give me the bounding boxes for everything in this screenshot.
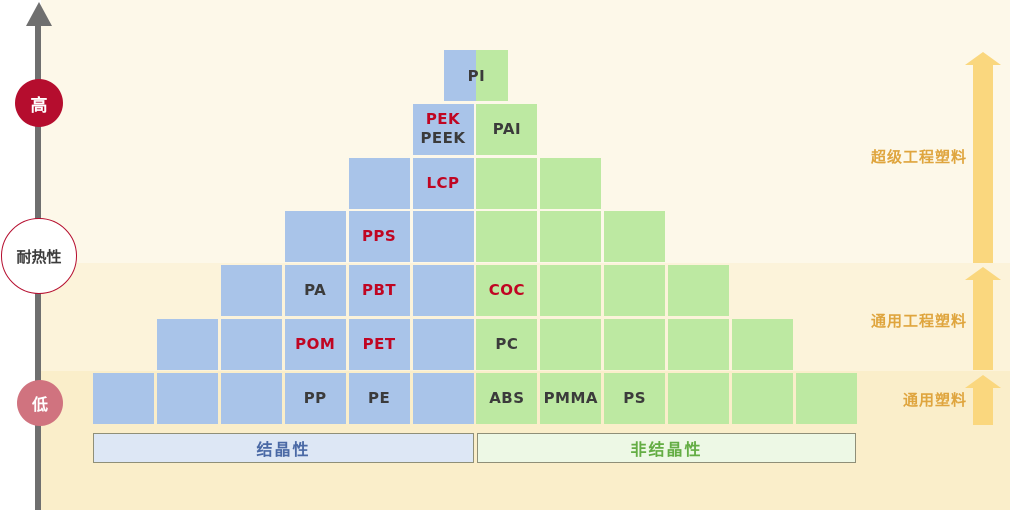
block: [93, 372, 154, 424]
block: [412, 319, 474, 371]
tier-arrow-general-engineering-icon: [965, 267, 1001, 370]
block: [444, 50, 477, 101]
block-label: PS: [623, 388, 647, 407]
block-label: COC: [488, 281, 526, 300]
block-pmma: PMMA: [540, 372, 602, 424]
block: [795, 372, 857, 424]
block: [348, 157, 410, 209]
tier-label-general-engineering: 通用工程塑料: [870, 312, 967, 330]
arrow-head-icon: [965, 267, 1001, 280]
block: [476, 157, 538, 209]
block-label: PET: [362, 335, 396, 354]
block-label: PMMA: [543, 388, 599, 407]
tier-label-super-engineering: 超级工程塑料: [870, 148, 967, 166]
block-label: LCP: [426, 173, 460, 192]
block-pps: PPS: [348, 211, 410, 263]
block: [604, 211, 666, 263]
block-label: POM: [295, 335, 336, 354]
arrow-bar: [973, 388, 993, 425]
block-label: PE: [367, 388, 391, 407]
block-pet: PET: [348, 319, 410, 371]
block-label: PBT: [362, 281, 397, 300]
axis-high-badge: 高: [15, 79, 63, 127]
amorphous-bar: 非结晶性: [477, 433, 856, 463]
block-abs: ABS: [476, 372, 538, 424]
block: [540, 157, 602, 209]
block: [156, 372, 218, 424]
amorphous-bar-label: 非结晶性: [630, 440, 703, 459]
block: [668, 319, 730, 371]
block-pc: PC: [476, 319, 538, 371]
block: [220, 372, 282, 424]
block: [540, 319, 602, 371]
block: [476, 211, 538, 263]
block: [668, 265, 730, 317]
block-label: PAI: [492, 119, 522, 138]
tier-arrow-super-engineering-icon: [965, 52, 1001, 263]
block: [284, 211, 346, 263]
crystalline-bar: 结晶性: [93, 433, 474, 463]
block-pai: PAI: [476, 103, 538, 155]
block: [540, 265, 602, 317]
tier-arrow-general-plastics-icon: [965, 375, 1001, 425]
block-pom: POM: [284, 319, 346, 371]
block-label: PA: [304, 281, 327, 300]
block: [604, 319, 666, 371]
block-pi-label: PI: [467, 66, 486, 85]
block: [412, 265, 474, 317]
block: [412, 211, 474, 263]
crystalline-bar-label: 结晶性: [256, 440, 311, 459]
tier-label-general-plastics: 通用塑料: [902, 391, 967, 409]
block-lcp: LCP: [412, 157, 474, 209]
block-pa: PA: [284, 265, 346, 317]
block-label: PP: [303, 388, 327, 407]
block-label: PEEK: [420, 129, 466, 148]
block-pek-peek: PEK PEEK: [412, 103, 474, 155]
block-label: PC: [495, 335, 519, 354]
block-pp: PP: [284, 372, 346, 424]
block-pe: PE: [348, 372, 410, 424]
arrow-bar: [973, 65, 993, 263]
block-label: ABS: [489, 388, 525, 407]
block: [732, 319, 793, 371]
block-label: PEK: [425, 110, 461, 129]
block: [220, 319, 282, 371]
arrow-bar: [973, 280, 993, 370]
block: [540, 211, 602, 263]
block-ps: PS: [604, 372, 666, 424]
block-label: PPS: [361, 227, 397, 246]
block-pbt: PBT: [348, 265, 410, 317]
block-coc: COC: [476, 265, 538, 317]
axis-low-badge: 低: [17, 380, 63, 426]
block: [668, 372, 730, 424]
axis-title-badge: 耐热性: [1, 218, 77, 294]
arrow-head-icon: [965, 52, 1001, 65]
block: [412, 372, 474, 424]
arrow-head-icon: [965, 375, 1001, 388]
block: [220, 265, 282, 317]
block: [732, 372, 793, 424]
block: [476, 50, 509, 101]
block: [604, 265, 666, 317]
block: [156, 319, 218, 371]
heat-axis-arrowhead-icon: [26, 2, 52, 26]
